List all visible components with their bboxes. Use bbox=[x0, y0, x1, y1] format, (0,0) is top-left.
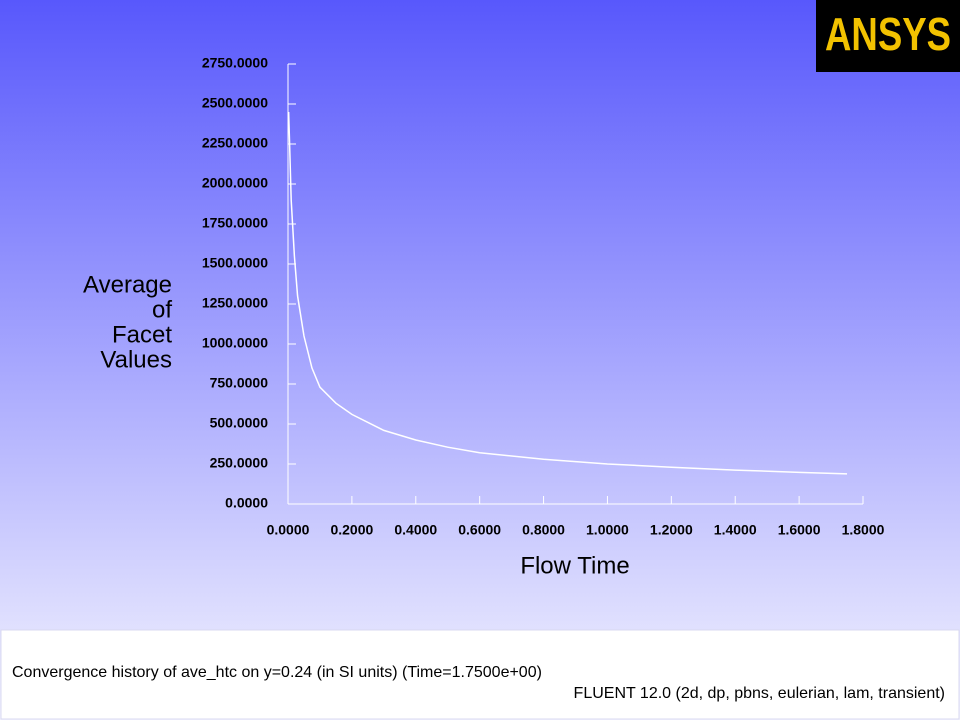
x-tick-label: 1.0000 bbox=[586, 522, 629, 538]
y-tick-label: 500.0000 bbox=[210, 415, 269, 431]
footer-caption: Convergence history of ave_htc on y=0.24… bbox=[12, 664, 542, 681]
x-tick-label: 1.8000 bbox=[842, 522, 885, 538]
data-line bbox=[287, 111, 848, 475]
footer-panel bbox=[0, 629, 960, 720]
y-tick-label: 2500.0000 bbox=[202, 95, 268, 111]
y-axis-title: Facet bbox=[112, 321, 172, 348]
y-tick-label: 750.0000 bbox=[210, 375, 269, 391]
y-tick-label: 1000.0000 bbox=[202, 335, 268, 351]
y-tick-label: 1750.0000 bbox=[202, 215, 268, 231]
x-tick-label: 0.8000 bbox=[522, 522, 565, 538]
y-tick-label: 0.0000 bbox=[225, 495, 268, 511]
x-axis-title: Flow Time bbox=[520, 552, 629, 579]
y-tick-label: 250.0000 bbox=[210, 455, 269, 471]
y-tick-label: 1250.0000 bbox=[202, 295, 268, 311]
x-tick-label: 1.6000 bbox=[778, 522, 821, 538]
x-tick-label: 1.2000 bbox=[650, 522, 693, 538]
x-tick-label: 0.2000 bbox=[330, 522, 373, 538]
x-tick-label: 1.4000 bbox=[714, 522, 757, 538]
y-tick-label: 2000.0000 bbox=[202, 175, 268, 191]
y-axis-title: of bbox=[152, 296, 172, 323]
y-axis-title: Average bbox=[83, 271, 172, 298]
logo-box bbox=[816, 0, 960, 72]
logo: ANSYS bbox=[825, 8, 951, 60]
x-tick-label: 0.4000 bbox=[394, 522, 437, 538]
footer-solver: FLUENT 12.0 (2d, dp, pbns, eulerian, lam… bbox=[574, 685, 945, 702]
y-tick-label: 1500.0000 bbox=[202, 255, 268, 271]
y-axis-title: Values bbox=[100, 346, 172, 373]
x-tick-label: 0.6000 bbox=[458, 522, 501, 538]
y-tick-label: 2250.0000 bbox=[202, 135, 268, 151]
x-tick-label: 0.0000 bbox=[267, 522, 310, 538]
y-tick-label: 2750.0000 bbox=[202, 55, 268, 71]
